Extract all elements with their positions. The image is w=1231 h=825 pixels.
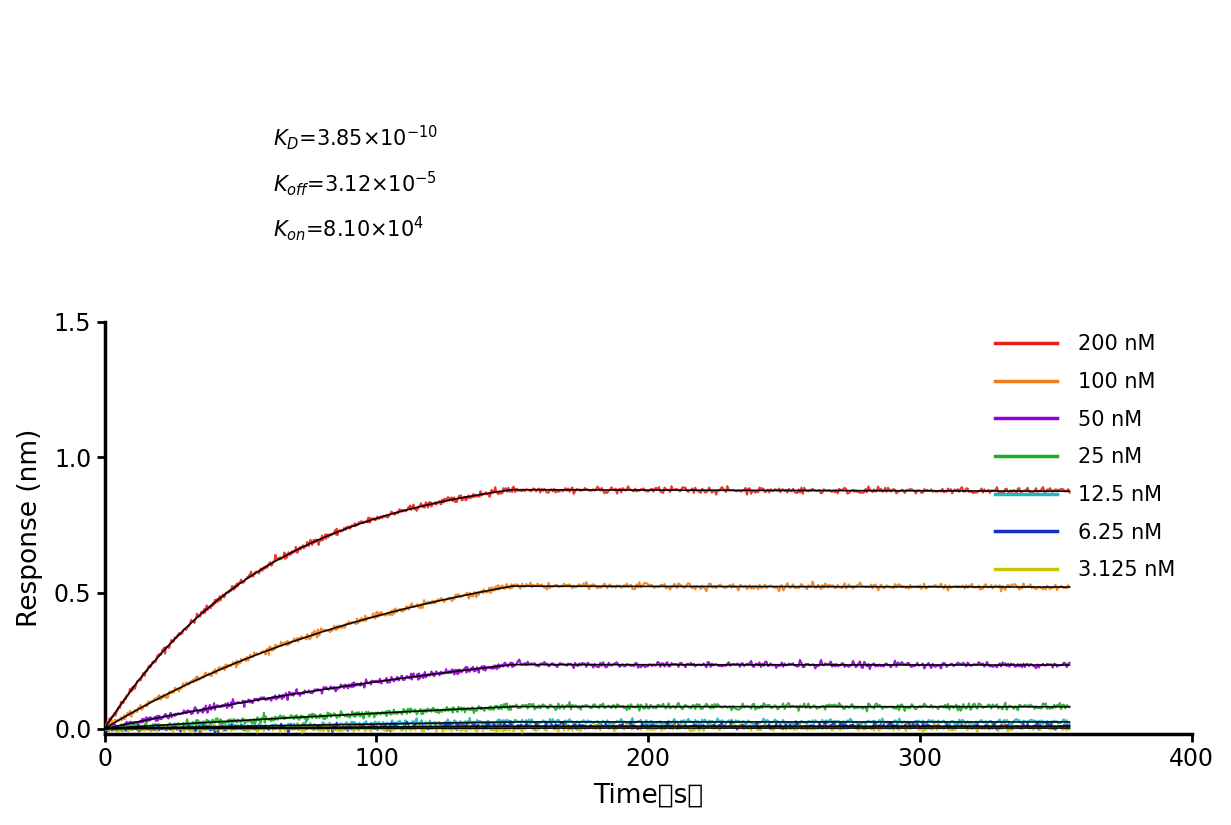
Y-axis label: Response (nm): Response (nm) bbox=[17, 429, 43, 627]
Text: $K_{off}$=3.12×10$^{-5}$: $K_{off}$=3.12×10$^{-5}$ bbox=[273, 169, 437, 198]
Text: $K_{on}$=8.10×10$^{4}$: $K_{on}$=8.10×10$^{4}$ bbox=[273, 214, 425, 243]
Legend: 200 nM, 100 nM, 50 nM, 25 nM, 12.5 nM, 6.25 nM, 3.125 nM: 200 nM, 100 nM, 50 nM, 25 nM, 12.5 nM, 6… bbox=[988, 328, 1182, 587]
Text: $K_D$=3.85×10$^{-10}$: $K_D$=3.85×10$^{-10}$ bbox=[273, 124, 438, 153]
X-axis label: Time（s）: Time（s） bbox=[593, 782, 703, 808]
